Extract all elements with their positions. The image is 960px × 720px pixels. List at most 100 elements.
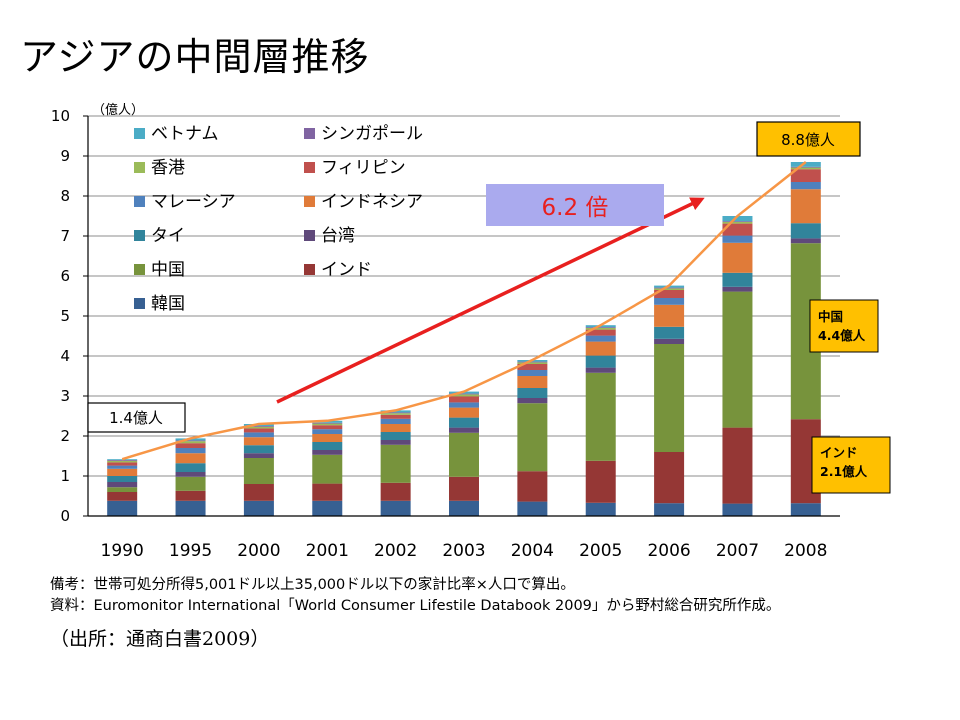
bar-segment: [585, 335, 616, 342]
bar-segment: [517, 501, 548, 516]
bar-segment: [722, 242, 753, 273]
y-tick-label: 7: [60, 227, 70, 245]
bar-segment: [107, 476, 138, 482]
bar-segment: [790, 167, 821, 170]
bar-segment: [175, 476, 206, 491]
bar-segment: [449, 402, 479, 408]
bar-segment: [449, 476, 479, 501]
bar-segment: [790, 169, 821, 182]
bar-segment: [312, 425, 343, 430]
x-tick-label: 1995: [169, 541, 212, 561]
legend-swatch: [304, 128, 315, 139]
legend-label: フィリピン: [321, 158, 406, 178]
bar-segment: [312, 422, 343, 424]
legend-label: インドネシア: [321, 192, 423, 212]
bar-segment: [175, 472, 206, 477]
bar-segment: [654, 344, 685, 452]
x-tick-label: 2002: [374, 541, 417, 561]
bar-segment: [585, 341, 616, 356]
bar-segment: [243, 432, 274, 438]
start-value-callout: [87, 402, 186, 433]
bar-segment: [722, 216, 753, 222]
bar-segment: [107, 460, 138, 461]
bar-segment: [585, 355, 616, 368]
bar-segment: [312, 500, 343, 516]
x-tick-label: 2005: [579, 541, 622, 561]
legend-swatch: [304, 230, 315, 241]
bar-segment: [380, 414, 411, 419]
legend-label: ベトナム: [151, 124, 219, 144]
bar-segment: [107, 492, 138, 501]
growth-highlight-box: [486, 184, 664, 226]
bar-segment: [790, 503, 821, 516]
legend-swatch: [304, 162, 315, 173]
legend-swatch: [304, 264, 315, 275]
growth-multiplier-label: 6.2 倍: [542, 195, 609, 221]
growth-arrow: [276, 197, 705, 404]
bar-segment: [654, 452, 685, 504]
x-tick-label: 2006: [647, 541, 690, 561]
y-axis-unit-label: （億人）: [92, 102, 144, 118]
bar-segment: [107, 462, 138, 466]
bar-segment: [380, 424, 411, 432]
bar-segment: [585, 367, 616, 373]
bar-segment: [175, 440, 206, 442]
bar-segment: [175, 453, 206, 464]
legend-swatch: [134, 230, 145, 241]
bar-segment: [107, 459, 138, 460]
bar-segment: [722, 222, 753, 224]
end-value-label: 8.8億人: [781, 131, 835, 149]
bar-segment: [243, 445, 274, 454]
bar-segment: [585, 372, 616, 461]
bar-segment: [312, 450, 343, 455]
legend-swatch: [134, 128, 145, 139]
slide-title: アジアの中間層推移: [20, 35, 370, 79]
source-citation: （出所：通商白書2009）: [50, 628, 270, 650]
bar-segment: [312, 442, 343, 450]
bar-segment: [449, 396, 479, 403]
bar-segment: [243, 453, 274, 458]
note-line-1: 備考：世帯可処分所得5,001ドル以上35,000ドル以下の家計比率×人口で算出…: [50, 577, 575, 593]
bar-segment: [449, 417, 479, 428]
bar-segment: [175, 463, 206, 472]
india-callout: [811, 436, 891, 494]
bar-segment: [312, 454, 343, 484]
y-tick-label: 10: [51, 107, 70, 125]
bar-segment: [380, 432, 411, 440]
bar-segment: [790, 166, 821, 168]
bar-segment: [380, 440, 411, 445]
bar-segment: [654, 338, 685, 344]
note-line-2: 資料：Euromonitor International「World Consu…: [50, 598, 781, 614]
china-callout-line2: 4.4億人: [818, 328, 866, 343]
bar-segment: [790, 223, 821, 239]
bar-segment: [517, 471, 548, 502]
bar-segment: [517, 364, 548, 370]
bar-segment: [449, 432, 479, 477]
bar-segment: [722, 427, 753, 504]
bar-segment: [654, 287, 685, 289]
bar-segment: [243, 458, 274, 484]
bar-segment: [380, 413, 411, 415]
bar-segment: [722, 272, 753, 287]
bar-segment: [312, 423, 343, 426]
legend-label: インド: [321, 260, 372, 280]
bar-segment: [790, 162, 821, 167]
total-trend-line: [121, 161, 807, 461]
bar-segment: [107, 460, 138, 463]
bar-segment: [449, 407, 479, 418]
bar-segment: [175, 441, 206, 444]
china-callout: [809, 299, 879, 353]
x-tick-label: 1990: [101, 541, 144, 561]
bar-segment: [790, 182, 821, 190]
bar-segment: [654, 326, 685, 339]
bar-segment: [585, 329, 616, 336]
bar-segment: [107, 487, 138, 492]
bar-segment: [380, 418, 411, 424]
bar-segment: [517, 370, 548, 376]
legend-swatch: [134, 162, 145, 173]
bar-segment: [722, 286, 753, 292]
bar-segment: [107, 500, 138, 516]
x-tick-label: 2003: [442, 541, 485, 561]
bar-segment: [654, 298, 685, 305]
y-tick-label: 9: [60, 147, 70, 165]
